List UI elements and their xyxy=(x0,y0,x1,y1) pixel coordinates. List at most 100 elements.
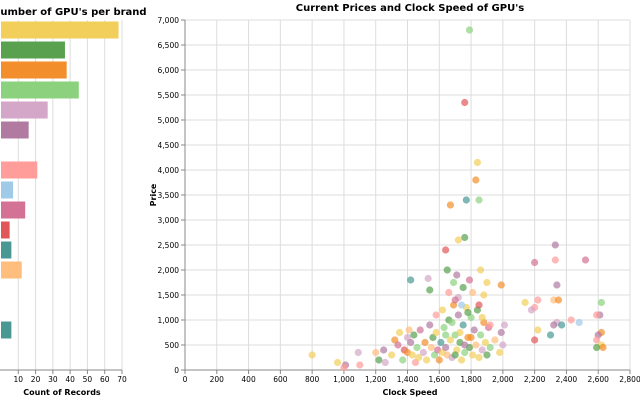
scatter-point[interactable] xyxy=(416,326,424,334)
scatter-point[interactable] xyxy=(464,308,472,317)
scatter-point[interactable] xyxy=(567,316,575,324)
scatter-point[interactable] xyxy=(372,348,380,357)
scatter-point[interactable] xyxy=(461,233,469,242)
bar[interactable] xyxy=(1,41,65,59)
scatter-point[interactable] xyxy=(381,358,389,367)
scatter-point[interactable] xyxy=(446,336,455,344)
scatter-point[interactable] xyxy=(554,296,563,304)
scatter-point[interactable] xyxy=(451,351,459,359)
scatter-point[interactable] xyxy=(475,353,483,362)
scatter-point[interactable] xyxy=(415,353,423,362)
bar[interactable] xyxy=(1,101,48,119)
scatter-point[interactable] xyxy=(453,271,461,279)
bar[interactable] xyxy=(1,81,79,99)
scatter-point[interactable] xyxy=(497,328,505,337)
scatter-point[interactable] xyxy=(426,286,434,294)
scatter-point[interactable] xyxy=(531,336,539,344)
scatter-point[interactable] xyxy=(424,274,432,283)
scatter-point[interactable] xyxy=(308,351,316,359)
scatter-point[interactable] xyxy=(407,338,415,347)
scatter-point[interactable] xyxy=(470,326,478,334)
scatter-point[interactable] xyxy=(480,291,488,299)
scatter-point[interactable] xyxy=(558,321,566,329)
bar[interactable] xyxy=(1,221,10,239)
bar[interactable] xyxy=(1,121,29,139)
scatter-point[interactable] xyxy=(472,176,480,184)
scatter-point[interactable] xyxy=(465,26,474,34)
scatter-point[interactable] xyxy=(448,318,456,327)
scatter-point[interactable] xyxy=(432,311,440,319)
scatter-point[interactable] xyxy=(465,276,474,284)
scatter-point[interactable] xyxy=(446,201,455,209)
scatter-point[interactable] xyxy=(499,341,507,349)
scatter-point[interactable] xyxy=(593,343,601,352)
scatter-point[interactable] xyxy=(553,281,561,289)
scatter-point[interactable] xyxy=(481,338,489,347)
scatter-point[interactable] xyxy=(467,333,475,342)
scatter-point[interactable] xyxy=(473,158,482,167)
scatter-point[interactable] xyxy=(461,348,469,357)
scatter-point[interactable] xyxy=(491,336,499,344)
scatter-point[interactable] xyxy=(454,236,462,244)
scatter-points[interactable] xyxy=(308,26,607,372)
bar[interactable] xyxy=(1,21,119,39)
scatter-point[interactable] xyxy=(457,301,466,309)
scatter-point[interactable] xyxy=(407,276,415,284)
scatter-point[interactable] xyxy=(340,363,348,372)
scatter-point[interactable] xyxy=(442,331,450,339)
scatter-point[interactable] xyxy=(394,341,402,349)
scatter-point[interactable] xyxy=(599,343,607,352)
scatter-point[interactable] xyxy=(459,321,467,329)
scatter-point[interactable] xyxy=(475,196,483,204)
scatter-point[interactable] xyxy=(442,246,450,254)
scatter-point[interactable] xyxy=(356,361,364,369)
scatter-point[interactable] xyxy=(551,256,559,264)
scatter-point[interactable] xyxy=(408,351,416,359)
scatter-point[interactable] xyxy=(426,321,434,329)
bar[interactable] xyxy=(1,321,12,339)
scatter-point[interactable] xyxy=(581,256,590,264)
scatter-point[interactable] xyxy=(457,356,466,364)
scatter-point[interactable] xyxy=(469,288,477,297)
scatter-point[interactable] xyxy=(546,331,555,339)
bar[interactable] xyxy=(1,241,12,259)
scatter-point[interactable] xyxy=(486,343,494,352)
scatter-point[interactable] xyxy=(399,356,407,364)
scatter-point[interactable] xyxy=(478,346,486,354)
scatter-point[interactable] xyxy=(486,321,494,329)
scatter-point[interactable] xyxy=(438,306,447,314)
scatter-point[interactable] xyxy=(472,341,480,349)
scatter-point[interactable] xyxy=(388,351,396,359)
scatter-point[interactable] xyxy=(469,351,477,359)
bar[interactable] xyxy=(1,261,22,279)
scatter-point[interactable] xyxy=(435,356,443,364)
scatter-point[interactable] xyxy=(550,321,558,329)
scatter-point[interactable] xyxy=(437,338,445,347)
scatter-point[interactable] xyxy=(410,331,418,339)
scatter-point[interactable] xyxy=(443,266,451,274)
scatter-point[interactable] xyxy=(500,321,509,329)
scatter-point[interactable] xyxy=(575,318,583,327)
scatter-point[interactable] xyxy=(449,278,458,287)
bar[interactable] xyxy=(1,201,26,219)
scatter-point[interactable] xyxy=(442,343,450,352)
scatter-point[interactable] xyxy=(521,298,529,307)
bar-chart-bars[interactable] xyxy=(1,21,119,339)
scatter-point[interactable] xyxy=(333,358,342,367)
scatter-point[interactable] xyxy=(461,341,469,349)
scatter-point[interactable] xyxy=(527,306,536,314)
scatter-point[interactable] xyxy=(445,288,453,297)
scatter-point[interactable] xyxy=(593,336,601,344)
scatter-point[interactable] xyxy=(593,311,601,319)
scatter-point[interactable] xyxy=(440,323,448,332)
scatter-point[interactable] xyxy=(454,311,462,319)
bar[interactable] xyxy=(1,61,67,79)
scatter-point[interactable] xyxy=(477,331,485,339)
scatter-point[interactable] xyxy=(483,351,491,359)
scatter-point[interactable] xyxy=(461,98,469,107)
scatter-point[interactable] xyxy=(478,313,486,322)
scatter-point[interactable] xyxy=(422,356,431,364)
scatter-point[interactable] xyxy=(496,348,504,357)
scatter-point[interactable] xyxy=(432,328,440,337)
scatter-point[interactable] xyxy=(551,241,559,249)
